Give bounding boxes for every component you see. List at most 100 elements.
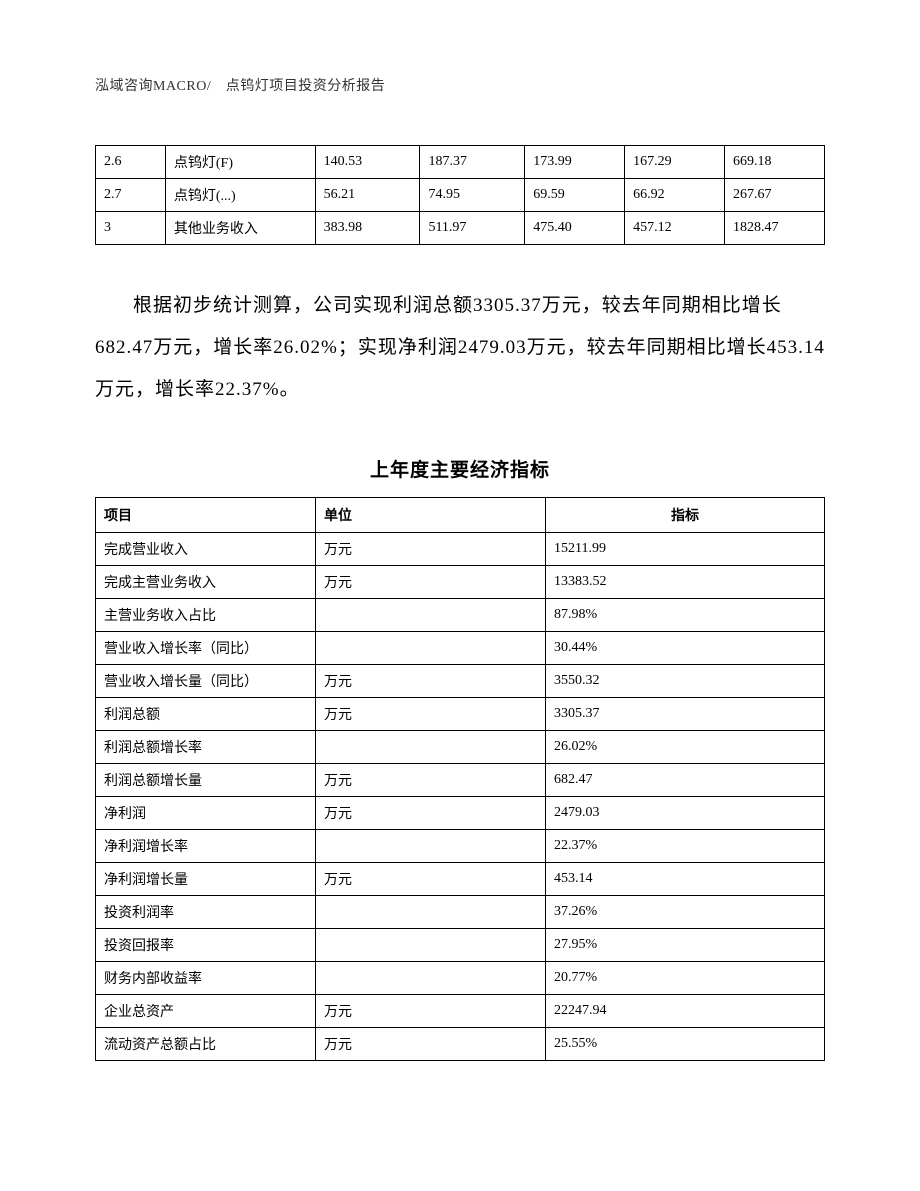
cell: 万元 bbox=[316, 566, 546, 599]
cell bbox=[316, 830, 546, 863]
cell bbox=[316, 599, 546, 632]
header-cell: 单位 bbox=[316, 498, 546, 533]
cell: 2.6 bbox=[96, 146, 166, 179]
cell bbox=[316, 731, 546, 764]
cell: 万元 bbox=[316, 863, 546, 896]
cell: 3305.37 bbox=[546, 698, 825, 731]
table-row: 3 其他业务收入 383.98 511.97 475.40 457.12 182… bbox=[96, 212, 825, 245]
cell: 27.95% bbox=[546, 929, 825, 962]
header-cell: 指标 bbox=[546, 498, 825, 533]
section-title: 上年度主要经济指标 bbox=[95, 455, 825, 482]
revenue-table: 2.6 点钨灯(F) 140.53 187.37 173.99 167.29 6… bbox=[95, 145, 825, 245]
cell: 主营业务收入占比 bbox=[96, 599, 316, 632]
cell: 万元 bbox=[316, 1028, 546, 1061]
cell bbox=[316, 896, 546, 929]
table-row: 投资利润率 37.26% bbox=[96, 896, 825, 929]
cell: 22.37% bbox=[546, 830, 825, 863]
indicator-table-body: 完成营业收入万元15211.99 完成主营业务收入万元13383.52 主营业务… bbox=[96, 533, 825, 1061]
cell: 营业收入增长率（同比） bbox=[96, 632, 316, 665]
cell: 30.44% bbox=[546, 632, 825, 665]
cell bbox=[316, 632, 546, 665]
table-row: 财务内部收益率 20.77% bbox=[96, 962, 825, 995]
cell: 净利润增长量 bbox=[96, 863, 316, 896]
cell: 万元 bbox=[316, 533, 546, 566]
table-row: 营业收入增长量（同比）万元3550.32 bbox=[96, 665, 825, 698]
table-row: 营业收入增长率（同比） 30.44% bbox=[96, 632, 825, 665]
table-row: 企业总资产万元22247.94 bbox=[96, 995, 825, 1028]
cell: 营业收入增长量（同比） bbox=[96, 665, 316, 698]
revenue-table-body: 2.6 点钨灯(F) 140.53 187.37 173.99 167.29 6… bbox=[96, 146, 825, 245]
cell: 投资利润率 bbox=[96, 896, 316, 929]
cell: 万元 bbox=[316, 665, 546, 698]
table-row: 2.7 点钨灯(...) 56.21 74.95 69.59 66.92 267… bbox=[96, 179, 825, 212]
analysis-paragraph: 根据初步统计测算，公司实现利润总额3305.37万元，较去年同期相比增长682.… bbox=[95, 285, 825, 410]
cell: 140.53 bbox=[315, 146, 420, 179]
cell: 13383.52 bbox=[546, 566, 825, 599]
cell: 1828.47 bbox=[725, 212, 825, 245]
table-row: 利润总额增长量万元682.47 bbox=[96, 764, 825, 797]
cell: 22247.94 bbox=[546, 995, 825, 1028]
cell: 267.67 bbox=[725, 179, 825, 212]
cell bbox=[316, 929, 546, 962]
cell: 2.7 bbox=[96, 179, 166, 212]
cell: 企业总资产 bbox=[96, 995, 316, 1028]
indicator-table: 项目 单位 指标 完成营业收入万元15211.99 完成主营业务收入万元1338… bbox=[95, 497, 825, 1061]
cell: 完成营业收入 bbox=[96, 533, 316, 566]
cell: 财务内部收益率 bbox=[96, 962, 316, 995]
page-header: 泓域咨询MACRO/ 点钨灯项目投资分析报告 bbox=[95, 75, 825, 95]
header-row: 项目 单位 指标 bbox=[96, 498, 825, 533]
cell: 点钨灯(F) bbox=[165, 146, 315, 179]
cell: 475.40 bbox=[525, 212, 625, 245]
cell: 457.12 bbox=[625, 212, 725, 245]
cell: 净利润增长率 bbox=[96, 830, 316, 863]
cell: 37.26% bbox=[546, 896, 825, 929]
cell: 69.59 bbox=[525, 179, 625, 212]
cell: 66.92 bbox=[625, 179, 725, 212]
cell: 万元 bbox=[316, 995, 546, 1028]
table-row: 净利润万元2479.03 bbox=[96, 797, 825, 830]
cell: 26.02% bbox=[546, 731, 825, 764]
cell: 167.29 bbox=[625, 146, 725, 179]
cell: 其他业务收入 bbox=[165, 212, 315, 245]
cell: 15211.99 bbox=[546, 533, 825, 566]
cell: 20.77% bbox=[546, 962, 825, 995]
cell: 3 bbox=[96, 212, 166, 245]
cell: 511.97 bbox=[420, 212, 525, 245]
table-row: 利润总额万元3305.37 bbox=[96, 698, 825, 731]
indicator-table-head: 项目 单位 指标 bbox=[96, 498, 825, 533]
table-row: 利润总额增长率 26.02% bbox=[96, 731, 825, 764]
cell: 完成主营业务收入 bbox=[96, 566, 316, 599]
cell: 利润总额增长率 bbox=[96, 731, 316, 764]
cell: 669.18 bbox=[725, 146, 825, 179]
cell: 187.37 bbox=[420, 146, 525, 179]
cell: 投资回报率 bbox=[96, 929, 316, 962]
table-row: 流动资产总额占比万元25.55% bbox=[96, 1028, 825, 1061]
cell: 87.98% bbox=[546, 599, 825, 632]
cell: 3550.32 bbox=[546, 665, 825, 698]
cell: 万元 bbox=[316, 797, 546, 830]
cell: 流动资产总额占比 bbox=[96, 1028, 316, 1061]
cell bbox=[316, 962, 546, 995]
cell: 74.95 bbox=[420, 179, 525, 212]
table-row: 主营业务收入占比 87.98% bbox=[96, 599, 825, 632]
cell: 净利润 bbox=[96, 797, 316, 830]
cell: 453.14 bbox=[546, 863, 825, 896]
cell: 173.99 bbox=[525, 146, 625, 179]
cell: 万元 bbox=[316, 698, 546, 731]
table-row: 净利润增长量万元453.14 bbox=[96, 863, 825, 896]
table-row: 完成主营业务收入万元13383.52 bbox=[96, 566, 825, 599]
cell: 万元 bbox=[316, 764, 546, 797]
cell: 56.21 bbox=[315, 179, 420, 212]
table-row: 完成营业收入万元15211.99 bbox=[96, 533, 825, 566]
table-row: 投资回报率 27.95% bbox=[96, 929, 825, 962]
cell: 2479.03 bbox=[546, 797, 825, 830]
table-row: 净利润增长率 22.37% bbox=[96, 830, 825, 863]
cell: 利润总额 bbox=[96, 698, 316, 731]
cell: 682.47 bbox=[546, 764, 825, 797]
header-cell: 项目 bbox=[96, 498, 316, 533]
cell: 25.55% bbox=[546, 1028, 825, 1061]
cell: 383.98 bbox=[315, 212, 420, 245]
cell: 点钨灯(...) bbox=[165, 179, 315, 212]
cell: 利润总额增长量 bbox=[96, 764, 316, 797]
table-row: 2.6 点钨灯(F) 140.53 187.37 173.99 167.29 6… bbox=[96, 146, 825, 179]
